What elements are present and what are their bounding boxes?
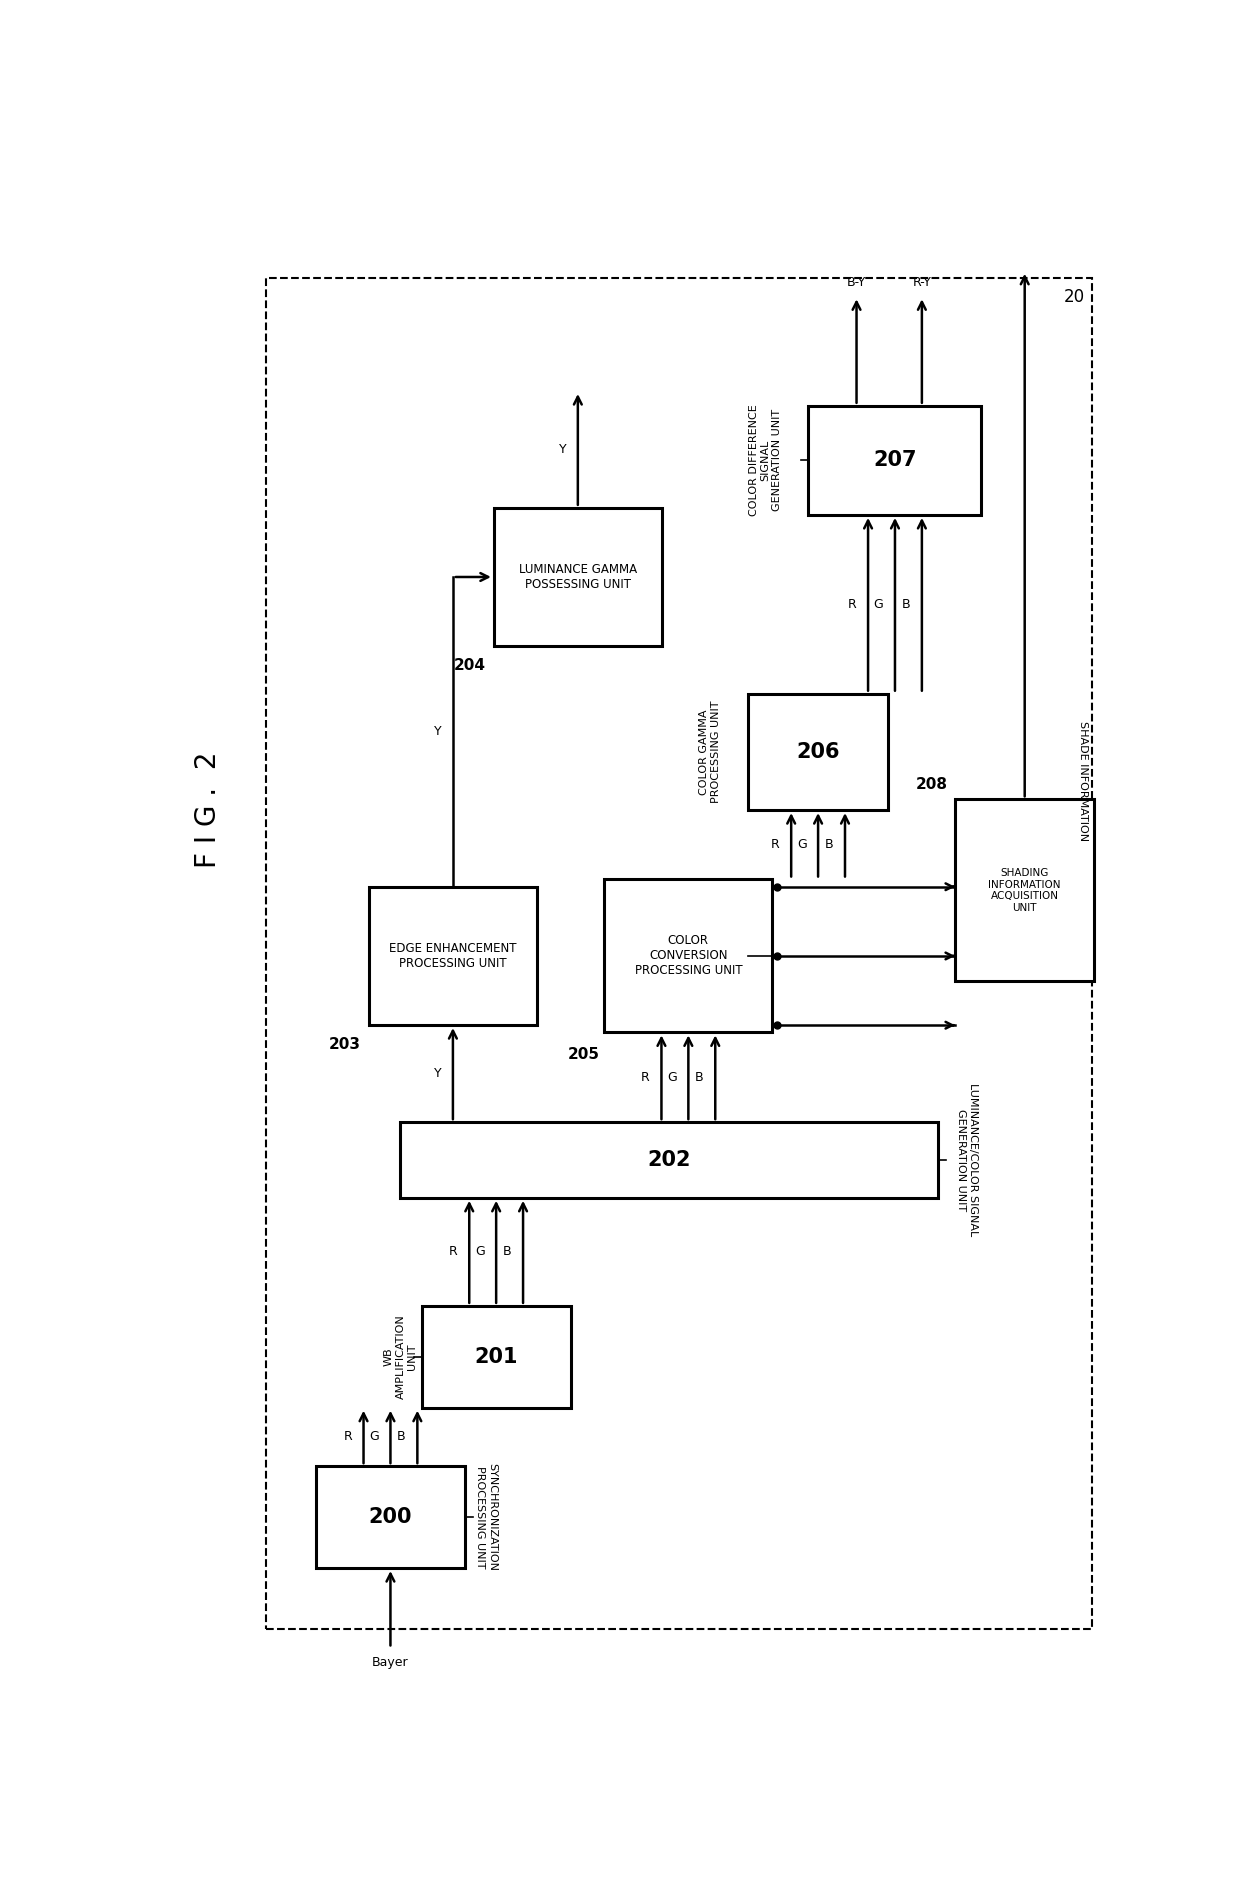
Text: R: R xyxy=(343,1431,352,1444)
Text: B: B xyxy=(503,1246,512,1259)
Text: 206: 206 xyxy=(796,742,839,761)
Text: 205: 205 xyxy=(568,1047,599,1062)
Text: Y: Y xyxy=(434,725,441,738)
Text: 201: 201 xyxy=(475,1346,518,1367)
Text: G: G xyxy=(874,598,883,611)
Text: COLOR DIFFERENCE
SIGNAL
GENERATION UNIT: COLOR DIFFERENCE SIGNAL GENERATION UNIT xyxy=(749,405,782,517)
Text: G: G xyxy=(797,839,806,852)
Text: B: B xyxy=(696,1071,704,1085)
FancyBboxPatch shape xyxy=(368,886,537,1026)
Text: B: B xyxy=(397,1431,405,1444)
Text: R-Y: R-Y xyxy=(913,276,931,290)
Text: SHADING
INFORMATION
ACQUISITION
UNIT: SHADING INFORMATION ACQUISITION UNIT xyxy=(988,869,1061,912)
FancyBboxPatch shape xyxy=(401,1123,939,1198)
FancyBboxPatch shape xyxy=(316,1465,465,1567)
Text: Y: Y xyxy=(559,443,567,456)
Text: SYNCHRONIZATION
PROCESSING UNIT: SYNCHRONIZATION PROCESSING UNIT xyxy=(475,1463,497,1571)
Text: 200: 200 xyxy=(368,1507,412,1528)
Text: R: R xyxy=(641,1071,650,1085)
Text: 202: 202 xyxy=(647,1151,691,1170)
Text: G: G xyxy=(370,1431,379,1444)
Text: Bayer: Bayer xyxy=(372,1656,409,1668)
Text: R: R xyxy=(771,839,780,852)
Text: SHADE INFORMATION: SHADE INFORMATION xyxy=(1079,721,1089,840)
Text: COLOR GAMMA
PROCESSING UNIT: COLOR GAMMA PROCESSING UNIT xyxy=(699,700,720,803)
Text: 20: 20 xyxy=(1064,288,1085,307)
FancyBboxPatch shape xyxy=(494,507,662,646)
FancyBboxPatch shape xyxy=(422,1306,570,1408)
FancyBboxPatch shape xyxy=(808,405,982,515)
Text: 204: 204 xyxy=(454,659,486,672)
Text: B-Y: B-Y xyxy=(847,276,867,290)
Text: F I G .  2: F I G . 2 xyxy=(193,752,222,869)
Text: LUMINANCE GAMMA
POSSESSING UNIT: LUMINANCE GAMMA POSSESSING UNIT xyxy=(518,562,637,591)
Text: B: B xyxy=(901,598,910,611)
Text: G: G xyxy=(475,1246,485,1259)
Text: WB
AMPLIFICATION
UNIT: WB AMPLIFICATION UNIT xyxy=(384,1314,417,1399)
Text: Y: Y xyxy=(434,1068,441,1081)
Text: 207: 207 xyxy=(873,451,916,469)
Text: R: R xyxy=(848,598,857,611)
Text: EDGE ENHANCEMENT
PROCESSING UNIT: EDGE ENHANCEMENT PROCESSING UNIT xyxy=(389,943,517,969)
Text: COLOR
CONVERSION
PROCESSING UNIT: COLOR CONVERSION PROCESSING UNIT xyxy=(635,935,743,977)
Text: G: G xyxy=(667,1071,677,1085)
Text: B: B xyxy=(825,839,833,852)
FancyBboxPatch shape xyxy=(749,693,888,810)
FancyBboxPatch shape xyxy=(604,880,773,1032)
Text: LUMINANCE/COLOR SIGNAL
GENERATION UNIT: LUMINANCE/COLOR SIGNAL GENERATION UNIT xyxy=(956,1083,978,1236)
Text: R: R xyxy=(449,1246,458,1259)
Text: 208: 208 xyxy=(915,776,947,791)
Text: 203: 203 xyxy=(329,1037,361,1053)
FancyBboxPatch shape xyxy=(955,799,1095,981)
